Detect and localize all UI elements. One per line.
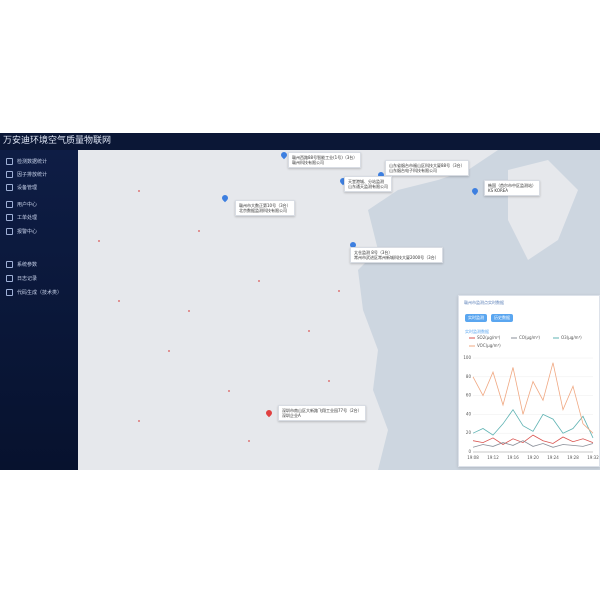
- menu-icon: [6, 158, 13, 165]
- section-label: 实时监测数据: [465, 329, 489, 334]
- legend-label: CO(μg/m³): [519, 335, 540, 340]
- island: [364, 360, 374, 395]
- menu-label: 检测数据统计: [17, 159, 48, 165]
- map-popup[interactable]: 天堂港城、分站监测 山东通天监测有限公司: [344, 176, 392, 192]
- popup-label: 山东省烟台市福山区科技大厦88号（3台）: [389, 163, 465, 168]
- popup-sub: 北京数据监测科技有限公司: [239, 208, 287, 213]
- city-dot: [228, 390, 230, 392]
- menu-icon: [6, 261, 13, 268]
- popup-label: 赣州西路88号智能工业(1号)（3台）: [292, 155, 358, 160]
- popup-label: 太仓监测 8号（3台）: [354, 250, 393, 255]
- popup-label: 天堂港城、分站监测: [348, 179, 384, 184]
- menu-label: 日志记录: [17, 276, 38, 282]
- menu-icon: [6, 184, 13, 191]
- menu-item[interactable]: 工单处理: [6, 214, 37, 221]
- popup-sub: 山东烟台电子科技有限公司: [389, 168, 437, 173]
- y-tick-label: 20: [466, 430, 472, 435]
- menu-item[interactable]: 代码生成（技术类）: [6, 289, 62, 296]
- map-popup[interactable]: 赣州市大数正第10号（3台） 北京数据监测科技有限公司: [235, 200, 295, 216]
- x-tick-label: 19:20: [527, 455, 539, 460]
- y-tick-label: 0: [468, 449, 471, 454]
- line-chart: SO2(μg/m³) CO(μg/m³) O3(μg/m³) VOC(μg/m³) 0 2…: [463, 335, 599, 460]
- menu-label: 代码生成（技术类）: [17, 290, 63, 296]
- menu-item[interactable]: 日志记录: [6, 275, 37, 282]
- map-popup[interactable]: 深圳市南山区大新路飞翔工业园77号（2台） 深圳企业A: [278, 405, 366, 421]
- menu-item[interactable]: 检测数据统计: [6, 158, 47, 165]
- city-dot: [338, 290, 340, 292]
- x-tick-label: 19:12: [487, 455, 499, 460]
- city-dot: [258, 280, 260, 282]
- y-tick-label: 100: [463, 355, 471, 360]
- city-dot: [198, 230, 200, 232]
- menu-item[interactable]: 设备管理: [6, 184, 37, 191]
- popup-sub: 赣州科技有限公司: [292, 160, 324, 165]
- menu-label: 工单处理: [17, 215, 38, 221]
- city-dot: [248, 440, 250, 442]
- map-popup[interactable]: 韩国（首尔市中区监测站） KS KOREA: [484, 180, 540, 196]
- y-tick-label: 60: [466, 393, 472, 398]
- app-title: 万安迪环境空气质量物联网: [3, 136, 112, 146]
- legend-label: O3(μg/m³): [561, 335, 582, 340]
- sidebar: 检测数据统计 因子排放统计 设备管理用户中心工单处理报警中心系统参数日志记录代码生成…: [0, 150, 78, 470]
- city-dot: [168, 350, 170, 352]
- series-line: [472, 362, 594, 434]
- legend-label: SO2(μg/m³): [477, 335, 501, 340]
- map-popup[interactable]: 山东省烟台市福山区科技大厦88号（3台） 山东烟台电子科技有限公司: [385, 160, 469, 176]
- menu-item[interactable]: 系统参数: [6, 261, 37, 268]
- popup-label: 赣州市大数正第10号（3台）: [239, 203, 291, 208]
- menu-icon: [6, 289, 13, 296]
- menu-label: 用户中心: [17, 202, 38, 208]
- city-dot: [308, 330, 310, 332]
- city-dot: [138, 190, 140, 192]
- city-dot: [328, 380, 330, 382]
- menu-icon: [6, 275, 13, 282]
- menu-label: 设备管理: [17, 185, 38, 191]
- tab-button[interactable]: 历史数据: [491, 314, 513, 322]
- popup-label: 韩国（首尔市中区监测站）: [488, 183, 536, 188]
- x-tick-label: 19:08: [467, 455, 479, 460]
- popup-label: 深圳市南山区大新路飞翔工业园77号（2台）: [282, 408, 362, 413]
- menu-icon: [6, 201, 13, 208]
- map-popup[interactable]: 赣州西路88号智能工业(1号)（3台） 赣州科技有限公司: [288, 152, 362, 168]
- city-dot: [188, 310, 190, 312]
- x-tick-label: 19:24: [547, 455, 559, 460]
- legend-label: VOC(μg/m³): [477, 343, 501, 348]
- popup-sub: 常州市武进区常州新城科技大厦2000号（3台）: [354, 255, 439, 260]
- tab-button[interactable]: 实时监测: [465, 314, 487, 322]
- x-tick-label: 19:32: [587, 455, 599, 460]
- menu-item[interactable]: 报警中心: [6, 228, 37, 235]
- popup-sub: 深圳企业A: [282, 413, 301, 418]
- menu-label: 系统参数: [17, 262, 38, 268]
- chart-panel: 赣州市监测点实时数据 实时监测 历史数据 实时监测数据 SO2(μg/m³) CO…: [458, 295, 600, 467]
- app-window: 万安迪环境空气质量物联网 检测数据统计 因子排放统计 设备管理用户中心工单处理报警中…: [0, 133, 600, 470]
- city-dot: [118, 300, 120, 302]
- menu-icon: [6, 228, 13, 235]
- menu-icon: [6, 171, 13, 178]
- series-line: [472, 440, 594, 448]
- menu-icon: [6, 214, 13, 221]
- popup-sub: KS KOREA: [488, 188, 509, 193]
- panel-title: 赣州市监测点实时数据: [464, 300, 504, 305]
- header: 万安迪环境空气质量物联网: [0, 133, 600, 150]
- series-line: [472, 408, 594, 439]
- menu-item[interactable]: 因子排放统计: [6, 171, 47, 178]
- city-dot: [138, 420, 140, 422]
- y-tick-label: 80: [466, 374, 472, 379]
- menu-item[interactable]: 用户中心: [6, 201, 37, 208]
- menu-label: 因子排放统计: [17, 172, 48, 178]
- y-tick-label: 40: [466, 411, 472, 416]
- popup-sub: 山东通天监测有限公司: [348, 184, 388, 189]
- menu-label: 报警中心: [17, 229, 38, 235]
- series-line: [472, 434, 594, 445]
- map-popup[interactable]: 太仓监测 8号（3台） 常州市武进区常州新城科技大厦2000号（3台）: [350, 247, 443, 263]
- x-tick-label: 19:28: [567, 455, 579, 460]
- city-dot: [98, 240, 100, 242]
- x-tick-label: 19:16: [507, 455, 519, 460]
